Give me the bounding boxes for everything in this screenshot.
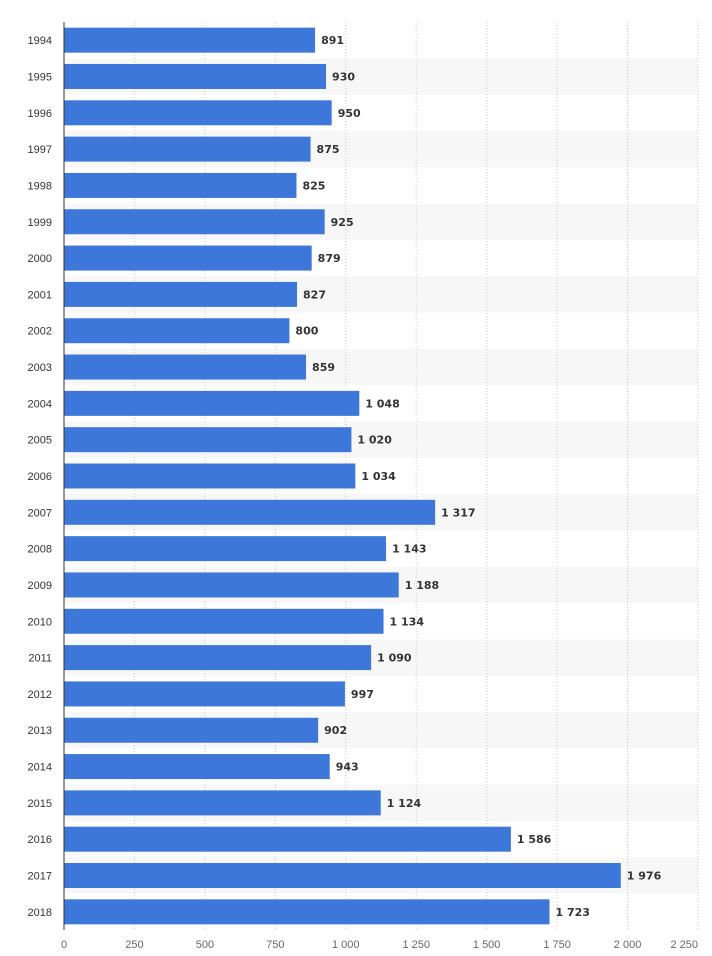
x-tick-label: 0: [61, 939, 67, 951]
x-tick-label: 1 750: [543, 939, 571, 951]
category-label: 1996: [28, 108, 52, 120]
bars: [64, 27, 621, 925]
category-label: 2013: [28, 725, 52, 737]
category-label: 1995: [28, 71, 52, 83]
bar-value-label: 1 020: [357, 434, 392, 447]
bar: [64, 245, 312, 271]
category-label: 2012: [28, 689, 52, 701]
bar-value-label: 1 317: [441, 506, 475, 519]
category-label: 1994: [28, 35, 52, 47]
bar: [64, 826, 511, 852]
bar: [64, 790, 381, 816]
category-label: 2005: [28, 435, 52, 447]
category-label: 2003: [28, 362, 52, 374]
bar-value-label: 1 976: [627, 870, 662, 883]
category-label: 2009: [28, 580, 52, 592]
category-label: 2017: [28, 871, 52, 883]
x-tick-label: 1 500: [473, 939, 501, 951]
x-tick-label: 250: [125, 939, 143, 951]
category-label: 2010: [28, 616, 52, 628]
bar-value-label: 997: [351, 688, 374, 701]
bar: [64, 645, 372, 671]
x-tick-label: 2 000: [614, 939, 642, 951]
category-label: 2014: [28, 762, 52, 774]
bar: [64, 427, 352, 453]
bar: [64, 681, 345, 707]
x-tick-label: 500: [196, 939, 214, 951]
category-label: 1997: [28, 144, 52, 156]
bar-value-label: 1 143: [392, 543, 426, 556]
bar: [64, 63, 327, 89]
bar: [64, 536, 387, 562]
bar-value-label: 1 090: [377, 652, 412, 665]
bar: [64, 100, 332, 126]
category-label: 2001: [28, 289, 52, 301]
bar: [64, 463, 356, 489]
bar: [64, 27, 316, 53]
bar-value-label: 950: [338, 107, 361, 120]
category-label: 2006: [28, 471, 52, 483]
bar: [64, 354, 307, 380]
bar-value-label: 891: [321, 34, 344, 47]
bar: [64, 717, 319, 743]
bar-value-labels: 891 930 950 875 825 925 879 827 800 859 1 048 1 020…: [295, 34, 661, 919]
category-label: 1998: [28, 180, 52, 192]
x-tick-label: 2 250: [670, 939, 698, 951]
bar: [64, 899, 550, 925]
bar: [64, 136, 311, 162]
bar-value-label: 825: [302, 179, 325, 192]
category-label: 2002: [28, 326, 52, 338]
x-tick-label: 750: [266, 939, 284, 951]
bar-value-label: 1 134: [390, 615, 425, 628]
bar: [64, 863, 621, 889]
category-labels: 1994 1995 1996 1997 1998 1999 2000 2001 2002 2003…: [28, 35, 52, 919]
category-label: 2007: [28, 507, 52, 519]
bar: [64, 281, 298, 307]
category-label: 2004: [28, 398, 52, 410]
category-label: 2015: [28, 798, 52, 810]
bar-value-label: 1 723: [556, 906, 590, 919]
bar-value-label: 1 586: [517, 833, 552, 846]
bar-value-label: 902: [324, 724, 347, 737]
bar-value-label: 879: [318, 252, 341, 265]
bar-value-label: 1 124: [387, 797, 422, 810]
bar-value-label: 925: [331, 216, 354, 229]
bar-value-label: 1 034: [361, 470, 396, 483]
bar-value-label: 875: [317, 143, 340, 156]
bar: [64, 608, 384, 634]
bar-value-label: 943: [336, 761, 359, 774]
category-label: 2016: [28, 834, 52, 846]
category-label: 1999: [28, 217, 52, 229]
bar: [64, 390, 360, 416]
category-label: 2018: [28, 907, 52, 919]
category-label: 2000: [28, 253, 52, 265]
bar-value-label: 930: [332, 70, 355, 83]
bar: [64, 499, 436, 525]
bar-value-label: 800: [295, 325, 318, 338]
x-tick-label: 1 250: [402, 939, 430, 951]
bar-value-label: 827: [303, 288, 326, 301]
category-label: 2008: [28, 544, 52, 556]
bar: [64, 754, 330, 780]
bar-value-label: 859: [312, 361, 335, 374]
bar: [64, 318, 290, 344]
bar: [64, 172, 297, 198]
x-tick-label: 1 000: [332, 939, 360, 951]
bar: [64, 572, 399, 598]
category-label: 2011: [28, 653, 52, 665]
x-tick-labels: 0 250 500 750 1 000 1 250 1 500 1 750 2 000 2 250: [61, 939, 698, 951]
bar-value-label: 1 188: [405, 579, 439, 592]
bar-value-label: 1 048: [365, 397, 399, 410]
bar: [64, 209, 325, 235]
